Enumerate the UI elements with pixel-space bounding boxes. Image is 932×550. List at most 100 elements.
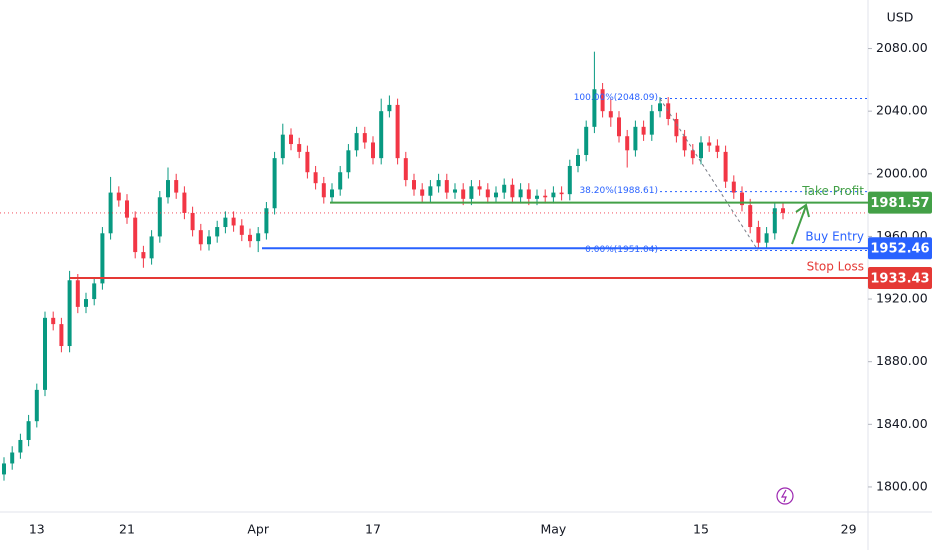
- candle-body: [362, 133, 367, 143]
- candle-body: [699, 142, 703, 159]
- y-tick-label: 2080.00: [876, 40, 928, 55]
- candle-body: [510, 184, 515, 198]
- candle-body: [141, 252, 146, 259]
- candle-body: [387, 104, 392, 112]
- candle-body: [723, 151, 728, 182]
- fib-label: 100.00%(2048.09): [574, 93, 658, 103]
- candle-body: [543, 195, 548, 198]
- price-badge: [868, 191, 932, 214]
- candle-body: [403, 158, 408, 181]
- candle-body: [256, 233, 261, 242]
- event-icon[interactable]: [776, 487, 794, 505]
- price-badge-label: 1952.46: [870, 242, 929, 257]
- candle-body: [731, 181, 736, 193]
- candle-body: [207, 236, 211, 245]
- level-name: Stop Loss: [807, 260, 864, 274]
- y-tick-label: 1880.00: [876, 353, 928, 368]
- candle-body: [707, 142, 712, 146]
- candle-body: [608, 111, 613, 118]
- candle-body: [649, 111, 654, 135]
- candle-body: [2, 463, 6, 475]
- candle-body: [559, 192, 564, 195]
- candle-body: [223, 217, 228, 228]
- candle-body: [43, 317, 47, 390]
- candle-body: [34, 389, 39, 422]
- candle-body: [494, 192, 498, 198]
- candle-body: [379, 111, 384, 159]
- candle-body: [666, 103, 671, 119]
- candle-body: [313, 172, 318, 184]
- candle-body: [625, 136, 630, 151]
- x-tick-label: 17: [365, 522, 381, 537]
- candle-body: [781, 208, 785, 213]
- candle-body: [248, 234, 252, 242]
- candle-body: [190, 212, 195, 231]
- candle-body: [551, 192, 556, 198]
- x-tick-label: 13: [29, 522, 45, 537]
- candle-body: [428, 186, 433, 196]
- price-badge: [868, 237, 932, 260]
- y-tick-label: 1840.00: [876, 416, 928, 431]
- candle-body: [715, 145, 720, 152]
- candle-body: [756, 227, 761, 243]
- price-badge-label: 1933.43: [870, 272, 929, 287]
- candle-body: [633, 126, 638, 151]
- candle-body: [518, 189, 523, 198]
- candle-body: [592, 89, 597, 127]
- x-tick-label: May: [540, 522, 566, 537]
- candle-body: [584, 126, 589, 156]
- candle-body: [444, 180, 449, 193]
- x-tick-label: 21: [119, 522, 135, 537]
- candle-body: [436, 180, 441, 187]
- candle-body: [297, 144, 302, 152]
- candle-body: [658, 103, 662, 112]
- candle-body: [690, 150, 695, 159]
- currency-label: USD: [887, 10, 914, 25]
- candle-body: [239, 225, 244, 235]
- candle-body: [469, 186, 474, 199]
- arrow: [791, 205, 807, 245]
- price-badge-label: 1981.57: [870, 196, 929, 211]
- candle-body: [346, 150, 351, 173]
- candle-body: [748, 205, 753, 228]
- fib-trend: [659, 98, 759, 251]
- candle-body: [412, 180, 416, 190]
- candle-body: [674, 118, 679, 137]
- candle-body: [567, 165, 572, 195]
- event-icon-bolt: [780, 489, 787, 503]
- arrow-head: [795, 203, 810, 218]
- candle-body: [354, 133, 359, 151]
- candle-body: [371, 142, 375, 159]
- candle-body: [321, 183, 326, 198]
- fib-label: 38.20%(1988.61): [579, 186, 658, 196]
- y-tick-label: 1800.00: [876, 478, 928, 493]
- candle-body: [26, 421, 31, 440]
- candle-body: [198, 230, 203, 245]
- candle-body: [92, 283, 97, 300]
- y-tick-label: 2000.00: [876, 165, 928, 180]
- candle-body: [289, 134, 293, 145]
- candle-body: [264, 208, 269, 234]
- candle-body: [182, 192, 187, 213]
- candle-body: [108, 192, 113, 234]
- candle-body: [485, 189, 490, 198]
- candle-body: [617, 117, 621, 137]
- candle-body: [231, 217, 236, 226]
- candle-body: [772, 208, 777, 234]
- candle-body: [10, 452, 15, 464]
- candle-body: [461, 189, 466, 199]
- candle-body: [395, 104, 400, 159]
- candle-body: [420, 189, 425, 196]
- candle-body: [84, 299, 88, 307]
- candle-body: [174, 180, 179, 193]
- candle-body: [59, 324, 64, 347]
- level-name: Buy Entry: [805, 230, 864, 244]
- candle-body: [280, 134, 285, 159]
- candle-body: [682, 136, 687, 151]
- x-tick-label: 15: [693, 522, 709, 537]
- candle-body: [600, 89, 605, 112]
- candle-body: [215, 227, 220, 237]
- candle-body: [330, 189, 334, 198]
